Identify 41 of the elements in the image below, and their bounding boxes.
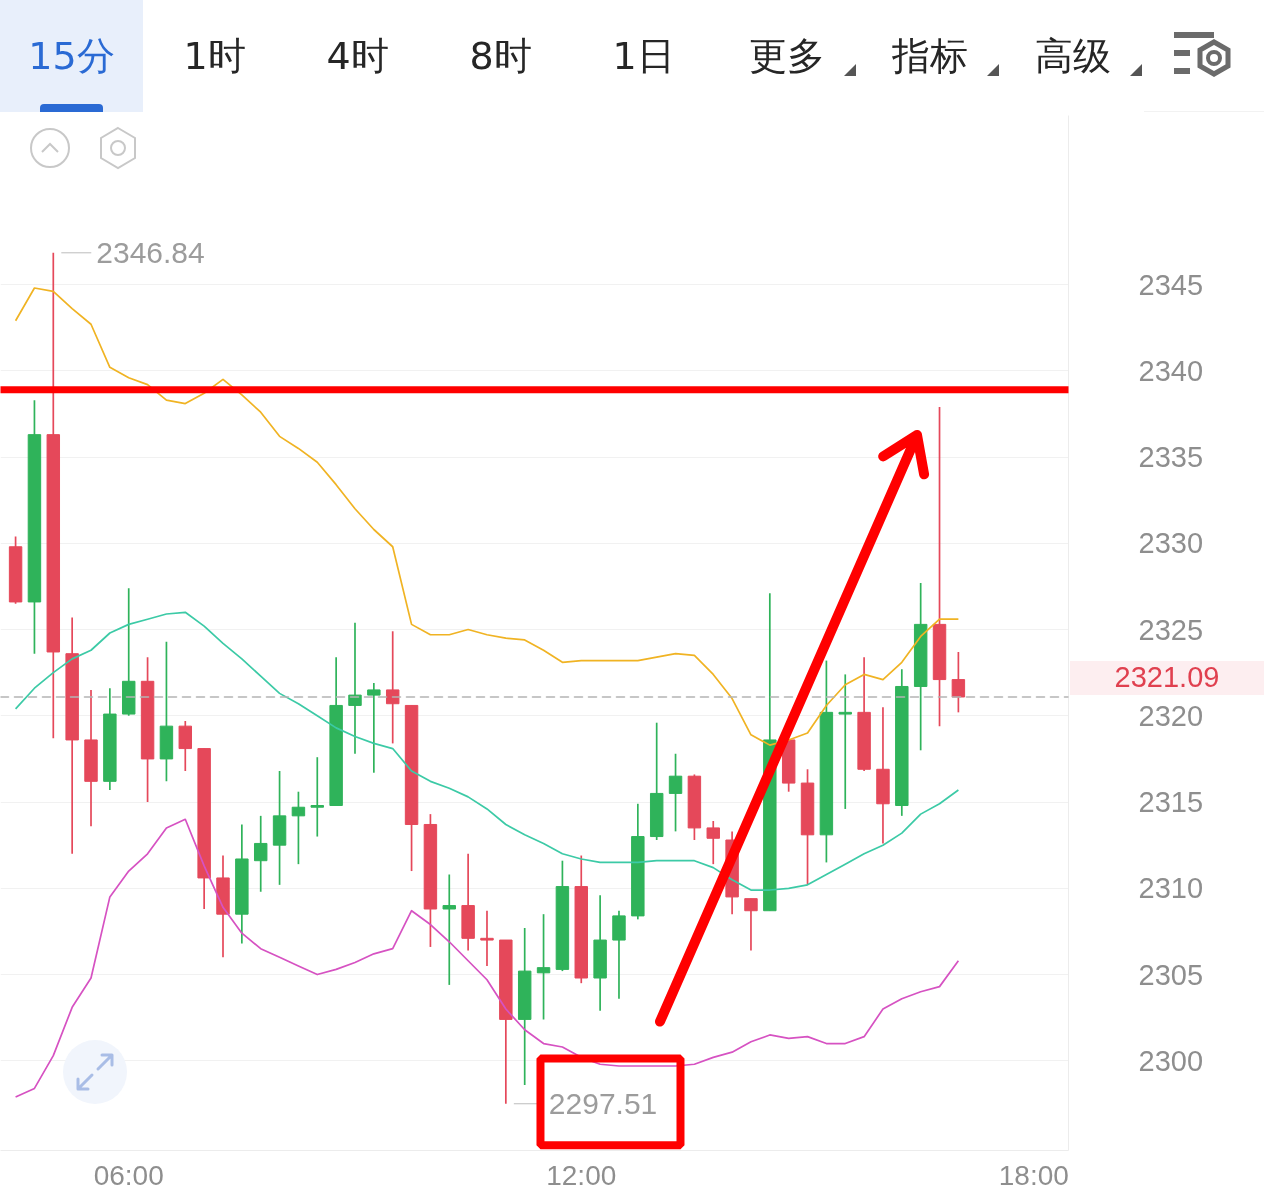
candlestick bbox=[536, 913, 551, 1021]
line-series bbox=[14, 287, 960, 746]
candlestick bbox=[253, 815, 268, 893]
annotation: 2297.51 bbox=[548, 1086, 658, 1120]
text: 高级 bbox=[1001, 0, 1144, 112]
candlestick bbox=[385, 630, 400, 745]
candlestick bbox=[348, 621, 362, 755]
candlestick bbox=[442, 873, 456, 986]
y-tick-label: 2320 bbox=[1138, 699, 1204, 732]
y-tick-label: 2340 bbox=[1138, 354, 1204, 387]
candlestick bbox=[951, 651, 966, 714]
annotation: 2346.84 bbox=[96, 235, 205, 269]
y-tick-label: 2305 bbox=[1138, 958, 1204, 991]
candlestick bbox=[706, 820, 720, 865]
ref-line-label: 2321.09 bbox=[1070, 660, 1264, 695]
y-tick-label: 2330 bbox=[1138, 527, 1204, 560]
line-series bbox=[14, 611, 960, 891]
x-tick-label: 06:00 bbox=[93, 1159, 164, 1187]
y-tick-label: 2300 bbox=[1138, 1044, 1204, 1077]
text: 4时 bbox=[286, 0, 429, 112]
candlestick bbox=[367, 682, 381, 774]
y-tick-label: 2315 bbox=[1138, 786, 1204, 819]
candlestick bbox=[291, 790, 306, 865]
candlestick bbox=[178, 720, 193, 772]
candlestick bbox=[744, 897, 758, 952]
text: 8时 bbox=[429, 0, 572, 112]
candlestick bbox=[310, 756, 324, 838]
candlestick bbox=[480, 909, 494, 967]
y-tick-label: 2325 bbox=[1138, 613, 1204, 646]
text: 1时 bbox=[143, 0, 286, 112]
x-tick-label: 12:00 bbox=[546, 1159, 617, 1187]
y-tick-label: 2345 bbox=[1138, 268, 1204, 301]
y-tick-label: 2335 bbox=[1138, 441, 1204, 474]
text: 指标 bbox=[858, 0, 1001, 112]
x-tick-label: 18:00 bbox=[998, 1159, 1069, 1187]
text: 更多 bbox=[715, 0, 858, 112]
candlestick bbox=[838, 673, 852, 810]
candlestick bbox=[668, 752, 683, 833]
text: 15分 bbox=[0, 0, 143, 112]
text: 1日 bbox=[572, 0, 715, 112]
y-tick-label: 2310 bbox=[1138, 872, 1204, 905]
